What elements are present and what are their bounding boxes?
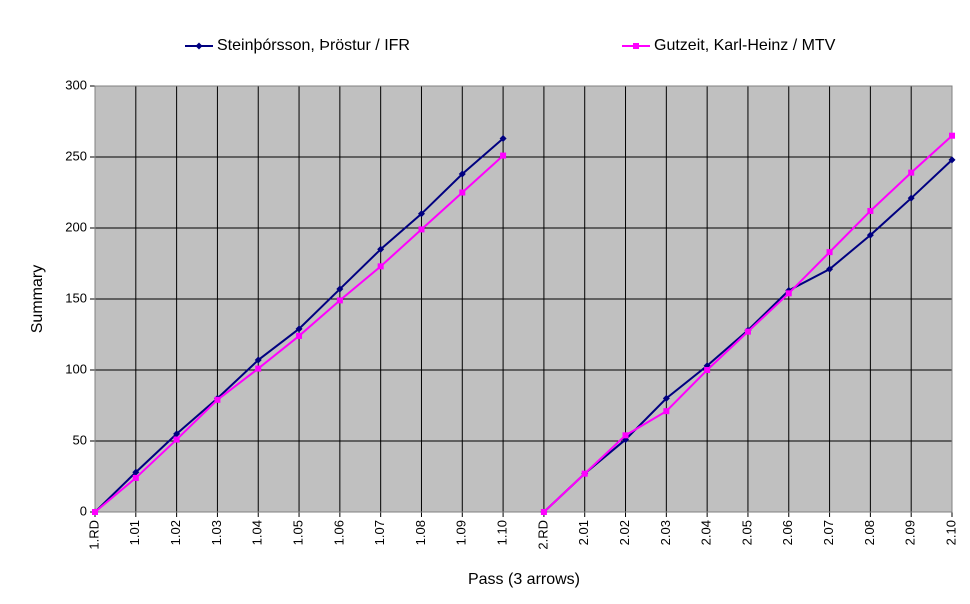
point [622,432,629,439]
x-tick-label: 1.08 [413,520,428,545]
x-axis-title: Pass (3 arrows) [468,571,580,588]
y-axis-title: Summary [29,265,46,333]
legend-text: Steinþórsson, Þröstur / IFR [217,37,410,54]
y-tick-label: 50 [73,432,87,447]
point [195,42,203,50]
x-tick-label: 1.06 [331,520,346,545]
point [581,470,588,477]
point [948,156,956,164]
x-tick-label: 2.01 [576,520,591,545]
x-tick-label: 2.07 [821,520,836,545]
y-tick-label: 0 [80,503,87,518]
x-tick-label: 2.04 [699,520,714,545]
point [92,509,98,515]
point [866,231,874,239]
point [417,210,425,218]
point [336,285,344,293]
x-tick-label: 2.RD [535,520,550,550]
x-tick-label: 2.05 [739,520,754,545]
point [459,189,466,196]
point [418,226,425,233]
point [499,135,507,143]
x-tick-label: 2.09 [903,520,918,545]
point [540,509,547,515]
x-tick-label: 1.10 [495,520,510,545]
x-tick-label: 1.07 [372,520,387,545]
point [867,207,874,214]
x-tick-label: 1.03 [209,520,224,545]
point [662,394,670,402]
point [173,436,180,443]
point [500,152,507,159]
point [173,430,181,438]
point [785,290,792,297]
point [663,408,670,415]
x-tick-label: 2.08 [862,520,877,545]
y-tick-label: 150 [65,290,87,305]
point [214,396,221,403]
x-tick-label: 2.10 [943,520,958,545]
point [132,468,140,476]
x-tick-label: 2.02 [617,520,632,545]
x-tick-label: 1.02 [168,520,183,545]
point [908,169,915,176]
point [254,356,262,364]
x-tick-label: 1.04 [250,520,265,545]
point [704,367,711,373]
point [132,474,139,481]
point [744,328,751,335]
point [826,265,834,273]
point [377,245,385,253]
x-tick-label: 2.06 [780,520,795,545]
x-tick-label: 1.09 [454,520,469,545]
point [633,43,639,49]
point [826,249,833,256]
point [255,365,262,372]
x-tick-label: 1.05 [290,520,305,545]
point [949,132,955,139]
point [458,170,466,178]
point [295,325,303,333]
y-tick-label: 100 [65,361,87,376]
x-tick-label: 2.03 [658,520,673,545]
y-tick-label: 250 [65,148,87,163]
y-tick-label: 300 [65,77,87,92]
y-tick-label: 200 [65,219,87,234]
point [377,263,384,270]
legend-text: Gutzeit, Karl-Heinz / MTV [654,37,836,54]
point [336,297,343,304]
plot-border [94,85,953,513]
point [296,332,303,339]
x-tick-label: 1.RD [86,520,101,550]
point [907,194,915,202]
x-tick-label: 1.01 [127,520,142,545]
